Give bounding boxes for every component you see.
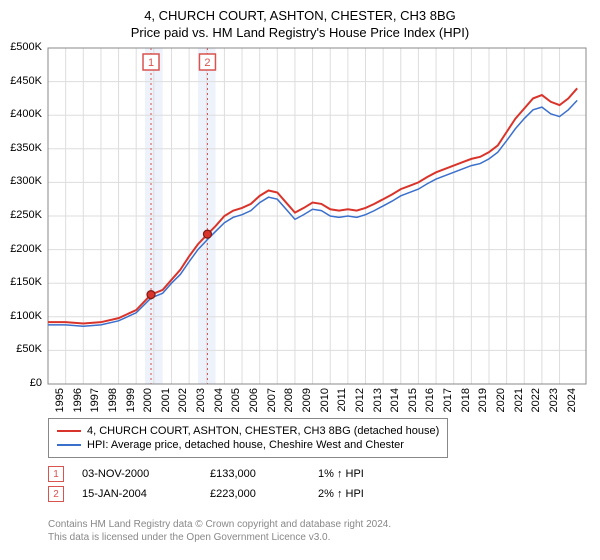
y-tick-label: £0 (2, 377, 42, 389)
transaction-row: 1 03-NOV-2000 £133,000 1% ↑ HPI (48, 466, 364, 482)
x-tick-label: 2006 (248, 388, 260, 418)
x-tick-label: 2002 (177, 388, 189, 418)
legend-item: 4, CHURCH COURT, ASHTON, CHESTER, CH3 8B… (57, 425, 439, 437)
x-tick-label: 2001 (160, 388, 172, 418)
x-tick-label: 2017 (442, 388, 454, 418)
svg-text:2: 2 (204, 57, 210, 69)
y-tick-label: £500K (2, 41, 42, 53)
legend-line-icon (57, 430, 81, 432)
x-tick-label: 2014 (389, 388, 401, 418)
x-tick-label: 1997 (89, 388, 101, 418)
transaction-marker-icon: 1 (48, 466, 64, 482)
y-tick-label: £100K (2, 310, 42, 322)
footer-attribution: Contains HM Land Registry data © Crown c… (48, 518, 391, 544)
svg-text:1: 1 (148, 57, 154, 69)
footer-line2: This data is licensed under the Open Gov… (48, 531, 391, 544)
footer-line1: Contains HM Land Registry data © Crown c… (48, 518, 391, 531)
x-tick-label: 2012 (354, 388, 366, 418)
x-tick-label: 2009 (301, 388, 313, 418)
x-tick-label: 2013 (372, 388, 384, 418)
x-tick-label: 1998 (107, 388, 119, 418)
legend-item: HPI: Average price, detached house, Ches… (57, 439, 439, 451)
x-tick-label: 2018 (460, 388, 472, 418)
x-tick-label: 2023 (548, 388, 560, 418)
transaction-price: £133,000 (210, 468, 300, 480)
x-tick-label: 2004 (213, 388, 225, 418)
line-chart: 12 (0, 0, 600, 410)
transaction-delta: 1% ↑ HPI (318, 468, 364, 480)
x-tick-label: 1996 (72, 388, 84, 418)
y-tick-label: £300K (2, 175, 42, 187)
legend-label: HPI: Average price, detached house, Ches… (87, 439, 404, 451)
legend-line-icon (57, 444, 81, 446)
x-tick-label: 2024 (566, 388, 578, 418)
x-tick-label: 2007 (266, 388, 278, 418)
transaction-price: £223,000 (210, 488, 300, 500)
transaction-marker-icon: 2 (48, 486, 64, 502)
transaction-date: 15-JAN-2004 (82, 488, 192, 500)
x-tick-label: 2003 (195, 388, 207, 418)
x-tick-label: 2011 (336, 388, 348, 418)
x-tick-label: 2005 (230, 388, 242, 418)
x-tick-label: 2021 (513, 388, 525, 418)
x-tick-label: 2015 (407, 388, 419, 418)
y-tick-label: £350K (2, 142, 42, 154)
y-tick-label: £400K (2, 108, 42, 120)
chart-container: 4, CHURCH COURT, ASHTON, CHESTER, CH3 8B… (0, 0, 600, 560)
x-tick-label: 2022 (530, 388, 542, 418)
y-tick-label: £450K (2, 75, 42, 87)
x-tick-label: 1999 (125, 388, 137, 418)
transaction-row: 2 15-JAN-2004 £223,000 2% ↑ HPI (48, 486, 364, 502)
y-tick-label: £150K (2, 276, 42, 288)
x-tick-label: 2020 (495, 388, 507, 418)
x-tick-label: 2008 (283, 388, 295, 418)
x-tick-label: 2019 (477, 388, 489, 418)
x-tick-label: 2010 (319, 388, 331, 418)
legend: 4, CHURCH COURT, ASHTON, CHESTER, CH3 8B… (48, 418, 448, 458)
legend-label: 4, CHURCH COURT, ASHTON, CHESTER, CH3 8B… (87, 425, 439, 437)
x-tick-label: 2000 (142, 388, 154, 418)
transaction-date: 03-NOV-2000 (82, 468, 192, 480)
y-tick-label: £50K (2, 343, 42, 355)
transactions-table: 1 03-NOV-2000 £133,000 1% ↑ HPI 2 15-JAN-2004… (48, 462, 364, 506)
x-tick-label: 1995 (54, 388, 66, 418)
y-tick-label: £250K (2, 209, 42, 221)
y-tick-label: £200K (2, 243, 42, 255)
transaction-delta: 2% ↑ HPI (318, 488, 364, 500)
x-tick-label: 2016 (424, 388, 436, 418)
